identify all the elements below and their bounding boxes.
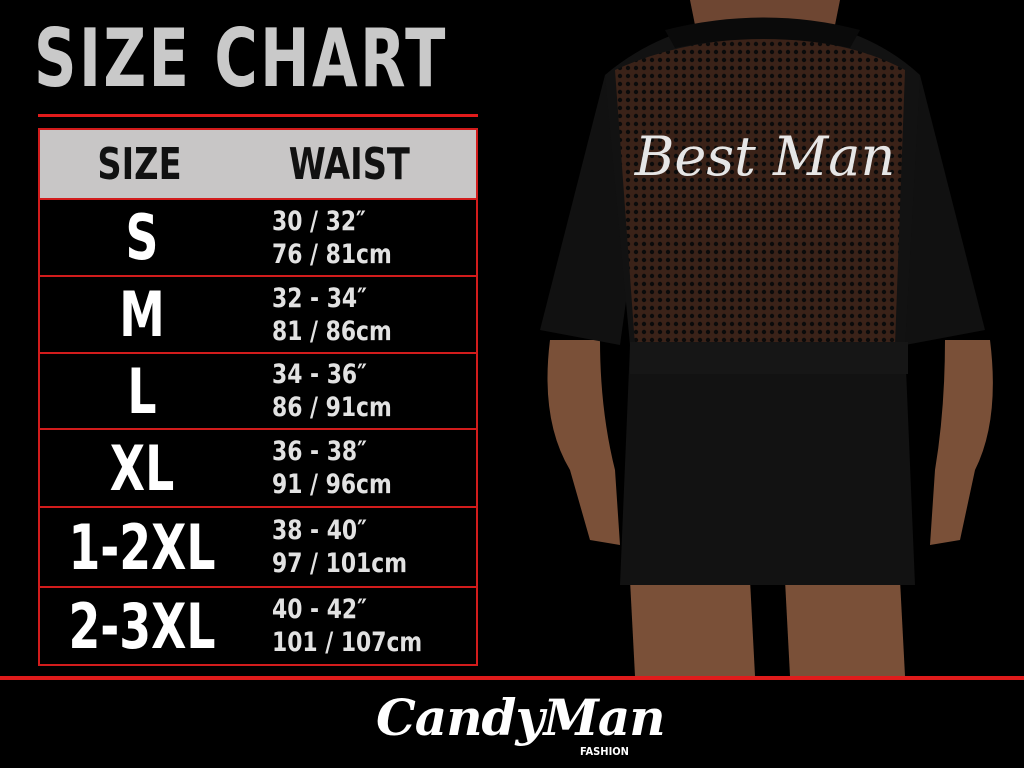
- size-label: L: [127, 354, 157, 428]
- table-row: XL 36 - 38″ 91 / 96cm: [40, 430, 476, 508]
- waist-cm: 76 / 81cm: [272, 238, 392, 270]
- waist-inches: 30 / 32″: [272, 205, 366, 237]
- waist-inches: 34 - 36″: [272, 359, 367, 390]
- size-table: SIZE WAIST S 30 / 32″ 76 / 81cm M 32 - 34…: [38, 128, 478, 666]
- garment-text: Best Man: [634, 125, 895, 188]
- size-label: S: [125, 201, 159, 274]
- table-row: M 32 - 34″ 81 / 86cm: [40, 277, 476, 354]
- table-row: 1-2XL 38 - 40″ 97 / 101cm: [40, 508, 476, 588]
- title-divider: [38, 114, 478, 117]
- table-row: S 30 / 32″ 76 / 81cm: [40, 200, 476, 277]
- table-row: L 34 - 36″ 86 / 91cm: [40, 354, 476, 430]
- waist-cm: 81 / 86cm: [272, 315, 392, 347]
- size-label: XL: [109, 431, 175, 505]
- table-row: 2-3XL 40 - 42″ 101 / 107cm: [40, 588, 476, 664]
- waist-cm: 86 / 91cm: [272, 392, 392, 423]
- footer-divider: [0, 676, 1024, 680]
- waist-inches: 40 - 42″: [272, 594, 367, 625]
- size-label: 1-2XL: [68, 510, 216, 584]
- waist-cm: 101 / 107cm: [272, 627, 423, 658]
- size-label: M: [119, 278, 165, 351]
- page-title: SIZE CHART: [34, 12, 448, 105]
- waist-inches: 32 - 34″: [272, 282, 367, 314]
- header-size: SIZE: [96, 138, 182, 190]
- brand-logo-sub: FASHION: [580, 745, 629, 758]
- header-waist: WAIST: [288, 138, 410, 190]
- waist-inches: 38 - 40″: [272, 515, 367, 546]
- waist-cm: 97 / 101cm: [272, 548, 407, 579]
- waist-cm: 91 / 96cm: [272, 469, 392, 500]
- product-photo: Best Man: [520, 0, 1024, 676]
- size-label: 2-3XL: [68, 589, 216, 663]
- brand-logo: CandyMan: [376, 688, 666, 747]
- waist-inches: 36 - 38″: [272, 436, 367, 467]
- table-header: SIZE WAIST: [40, 130, 476, 200]
